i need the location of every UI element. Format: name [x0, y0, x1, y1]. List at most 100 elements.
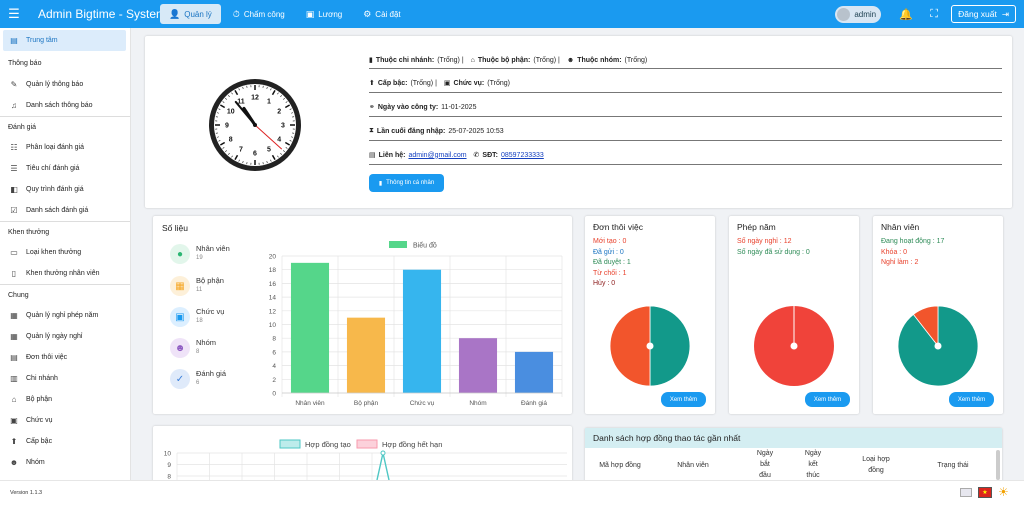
clock-tick [216, 112, 219, 114]
clock-number: 1 [267, 98, 271, 105]
clock-tick [291, 136, 294, 138]
pie-center-dot [790, 342, 798, 350]
group-icon: ☻ [170, 338, 190, 358]
col-trang-thai: Trạng thái [937, 462, 969, 469]
x-tick-label: Nhóm [469, 400, 486, 407]
criteria-icon: ☰ [10, 164, 18, 173]
sidebar-item-chi-nhanh[interactable]: ▥ Chi nhánh [0, 368, 130, 389]
y-tick-label: 18 [269, 267, 277, 274]
sidebar-item-danh-sach-thong-bao[interactable]: ♫ Danh sách thông báo [0, 95, 130, 116]
department-icon: ⌂ [11, 395, 17, 404]
menu-icon[interactable]: ☰ [8, 6, 20, 21]
logout-button[interactable]: Đăng xuất ⇥ [951, 5, 1016, 23]
handshake-icon: ⚭ [369, 104, 375, 111]
clock-tick [238, 159, 240, 162]
bar [402, 269, 442, 393]
clock-number: 11 [237, 98, 245, 105]
user-menu[interactable]: admin [835, 5, 882, 23]
clock-tick [228, 95, 230, 97]
resign-line: Hủy : 0 [593, 280, 616, 287]
y-tick-label: 14 [269, 295, 277, 302]
fullscreen-icon[interactable]: ⛶ [930, 7, 938, 20]
pie-slice [912, 305, 939, 348]
clock-tick [242, 86, 244, 89]
col-nhan-vien: Nhân viên [677, 462, 709, 469]
sidebar-item-cap-bac[interactable]: ⬆ Cấp bậc [0, 431, 130, 452]
bell-icon[interactable]: 🔔 [899, 8, 913, 21]
sidebar-item-don-thoi-viec[interactable]: ▤ Đơn thôi việc [0, 347, 130, 368]
category-icon: ☷ [10, 143, 18, 152]
leave-lines: Số ngày nghỉ : 12 Số ngày đã sử dụng : 0 [737, 237, 810, 258]
table-scrollbar[interactable] [996, 450, 1000, 480]
sidebar-item-danh-sach-danh-gia[interactable]: ☑ Danh sách đánh giá [0, 200, 130, 221]
phone-link[interactable]: 08597233333 [500, 151, 544, 159]
clock-tick [291, 112, 294, 114]
resign-line: Đã duyệt : 1 [593, 259, 631, 266]
building-icon: ▮ [369, 57, 373, 64]
employees-line: Nghỉ làm : 2 [881, 259, 919, 266]
employees-pie-chart [897, 305, 979, 387]
resign-icon: ▤ [10, 353, 18, 362]
sidebar-item-trung-tam[interactable]: ▤ Trung tâm [3, 30, 126, 51]
sidebar-item-tieu-chi-danh-gia[interactable]: ☰ Tiêu chí đánh giá [0, 158, 130, 179]
vietnam-flag-icon[interactable]: ★ [978, 487, 992, 498]
employees-more-button[interactable]: Xem thêm [949, 392, 994, 407]
logout-icon: ⇥ [1001, 8, 1009, 19]
legend-swatch [279, 439, 301, 449]
clock-tick [280, 95, 282, 97]
y-tick-label: 8 [167, 474, 171, 481]
calendar-edit-icon: ▦ [10, 332, 18, 341]
sidebar-section-khen-thuong: Khen thưởng [0, 221, 130, 242]
sidebar-section-danh-gia: Đánh giá [0, 116, 130, 137]
contact-row: ▤ Liên hệ: admin@gmail.com ✆ SĐT: 0859723333… [369, 146, 1002, 165]
pie-slice [609, 305, 651, 387]
pie-center-dot [646, 342, 654, 350]
sidebar-item-quan-ly-thong-bao[interactable]: ✎ Quản lý thông báo [0, 74, 130, 95]
clock-number: 2 [277, 109, 281, 116]
clock-tick [222, 147, 225, 149]
sidebar-item-bo-phan[interactable]: ⌂ Bộ phận [0, 389, 130, 410]
leave-more-button[interactable]: Xem thêm [805, 392, 850, 407]
sidebar-item-quy-trinh-danh-gia[interactable]: ◧ Quy trình đánh giá [0, 179, 130, 200]
footer: Version 1.1.3 ★ ☀ [0, 480, 1024, 506]
clock-center [253, 123, 257, 127]
leave-line: Số ngày đã sử dụng : 0 [737, 248, 810, 256]
sidebar-item-quan-ly-ngay-nghi[interactable]: ▦ Quản lý ngày nghỉ [0, 326, 130, 347]
resign-more-button[interactable]: Xem thêm [661, 392, 706, 407]
leave-title: Phép năm [737, 222, 776, 232]
bar [458, 338, 498, 393]
employees-lines: Đang hoạt động : 17 Khóa : 0 Nghỉ làm : … [881, 237, 944, 269]
clock-tick [289, 140, 292, 142]
sidebar-item-khen-thuong-nhan-vien[interactable]: ▯ Khen thưởng nhân viên [0, 263, 130, 284]
sidebar: ▤ Trung tâm Thông báo ✎ Quản lý thông báo … [0, 28, 131, 480]
series-point [380, 450, 386, 456]
english-flag-icon[interactable] [960, 488, 972, 497]
col-loai-hop-dong: Loại hợp đồng [862, 456, 890, 474]
sidebar-item-nhom[interactable]: ☻ Nhóm [9, 458, 45, 467]
y-tick-label: 10 [269, 322, 277, 329]
clock-tick [271, 89, 276, 96]
sidebar-item-chuc-vu[interactable]: ▣ Chức vụ [0, 410, 130, 431]
sidebar-item-loai-khen-thuong[interactable]: ▭ Loại khen thưởng [0, 242, 130, 263]
profile-info-button[interactable]: ▮ Thông tin cá nhân [369, 174, 444, 192]
clock-tick [280, 153, 282, 155]
clock-tick [277, 155, 279, 158]
tab-luong[interactable]: ▣ Lương [305, 8, 343, 19]
contract-line-chart: Hợp đồng tạo Hợp đồng hết hạn 10 9 8 [164, 439, 567, 481]
employees-line: Khóa : 0 [881, 248, 908, 256]
contract-table-title: Danh sách hợp đồng thao tác gần nhất [585, 428, 1002, 448]
briefcase-icon: ▣ [170, 307, 190, 327]
last-login-row: ⧗ Lần cuối đăng nhập: 25-07-2025 10:53 [369, 122, 1002, 141]
theme-toggle-sun-icon[interactable]: ☀ [998, 485, 1009, 499]
tab-quan-ly[interactable]: 👤 Quản lý [160, 4, 221, 24]
settings-icon: ⚙ [363, 8, 372, 19]
employee-icon: ● [170, 244, 190, 264]
tab-cai-dat[interactable]: ⚙ Cài đặt [363, 8, 401, 19]
sidebar-item-phan-loai-danh-gia[interactable]: ☷ Phân loại đánh giá [0, 137, 130, 158]
stat-nhom: ☻ Nhóm 8 [170, 338, 216, 358]
join-date-row: ⚭ Ngày vào công ty: 11-01-2025 [369, 98, 1002, 117]
email-link[interactable]: admin@gmail.com [408, 151, 467, 159]
award-icon: ▯ [11, 269, 17, 278]
sidebar-item-quan-ly-nghi-phep-nam[interactable]: ▦ Quản lý nghỉ phép năm [0, 305, 130, 326]
tab-cham-cong[interactable]: ⏱ Chấm công [232, 8, 285, 19]
